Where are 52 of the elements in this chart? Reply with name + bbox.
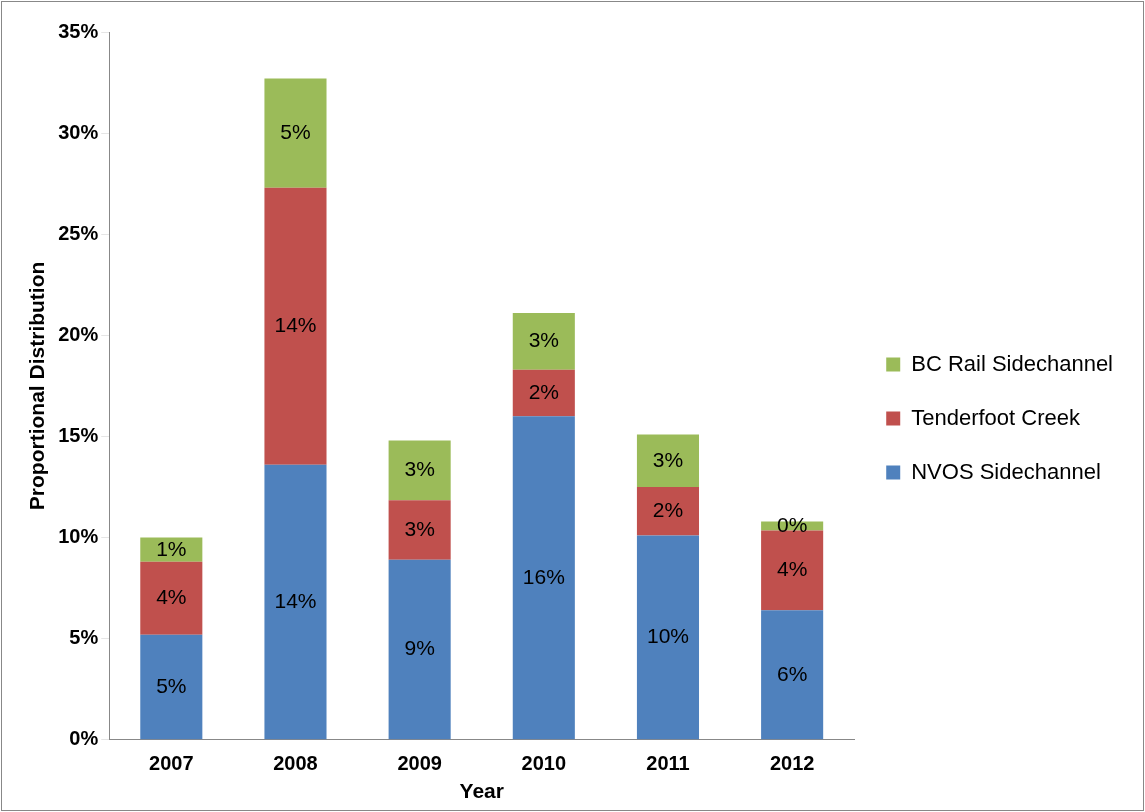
x-tick-label: 2011: [646, 752, 690, 775]
data-label: 16%: [522, 564, 565, 588]
data-label: 3%: [652, 447, 684, 471]
y-tick-label: 20%: [58, 322, 99, 345]
x-tick-label: 2010: [521, 752, 567, 775]
bar: [636, 434, 700, 488]
data-label: 9%: [404, 636, 435, 660]
legend-label: Tenderfoot Creek: [911, 404, 1081, 430]
data-label: 3%: [404, 457, 435, 481]
y-tick-label: 5%: [69, 626, 99, 649]
data-label: 5%: [156, 673, 187, 697]
x-tick-label: 2012: [769, 752, 815, 775]
legend-label: BC Rail Sidechannel: [911, 350, 1113, 376]
x-tick-label: 2009: [397, 752, 442, 775]
bar: [140, 561, 203, 635]
bar: [761, 610, 824, 740]
bar: [512, 369, 575, 417]
bar: [140, 634, 203, 740]
x-axis-title: Year: [459, 779, 504, 803]
data-label: 5%: [280, 119, 311, 143]
bar: [264, 464, 327, 740]
bar: [264, 187, 327, 465]
bar: [388, 500, 451, 560]
y-tick-label: 15%: [58, 423, 99, 446]
y-axis-title: Proportional Distribution: [25, 261, 49, 511]
data-label: 14%: [274, 588, 317, 612]
data-label: 1%: [156, 536, 187, 560]
data-label: 6%: [776, 661, 808, 685]
y-tick-label: 10%: [58, 525, 99, 548]
data-label: 3%: [528, 328, 559, 352]
data-label: 4%: [156, 585, 187, 609]
y-tick-label: 0%: [69, 727, 99, 750]
legend-label: NVOS Sidechannel: [911, 458, 1101, 484]
data-label: 3%: [404, 516, 435, 540]
bar: [388, 440, 451, 501]
bar: [761, 530, 824, 611]
bar: [636, 535, 700, 740]
x-tick-label: 2008: [273, 752, 318, 775]
bar: [512, 416, 575, 740]
bar: [264, 78, 327, 188]
y-tick-label: 35%: [58, 19, 99, 42]
x-tick-label: 2007: [149, 752, 194, 775]
data-label: 2%: [652, 498, 684, 522]
y-tick-label: 25%: [58, 221, 99, 244]
data-label: 14%: [274, 313, 317, 337]
y-tick-label: 30%: [58, 120, 99, 143]
bar: [512, 313, 575, 370]
data-label: 2%: [528, 379, 559, 403]
data-label: 10%: [646, 624, 689, 648]
bar: [636, 487, 700, 536]
data-label: 4%: [776, 557, 808, 581]
bar: [388, 559, 451, 740]
